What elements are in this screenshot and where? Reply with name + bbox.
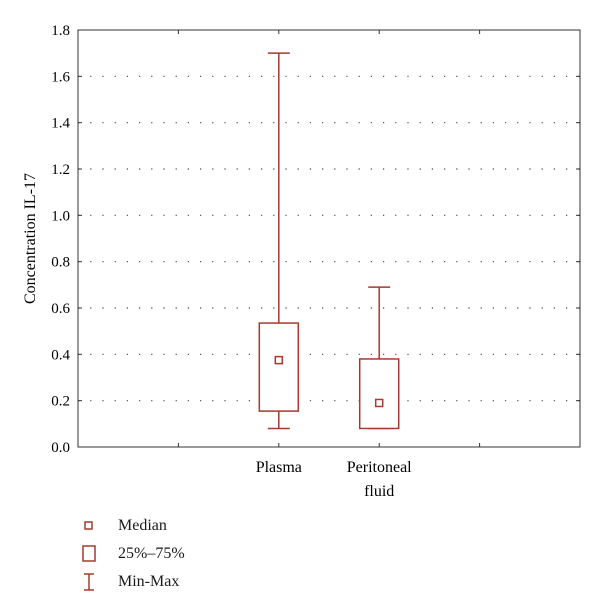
y-tick-label: 1.4 [51, 116, 70, 132]
y-tick-label: 0.6 [51, 301, 70, 317]
y-axis-label: Concentration IL-17 [22, 173, 39, 304]
box-0: Plasma [256, 52, 302, 476]
whisker-icon [78, 572, 100, 592]
iqr-box [358, 358, 400, 430]
median-marker [274, 355, 284, 365]
category-label: Plasma [256, 459, 302, 476]
legend-label-median: Median [118, 517, 167, 534]
y-tick-label: 0.8 [51, 255, 70, 271]
y-tick-label: 1.0 [51, 208, 70, 224]
y-axis-ticks: 0.0 0.2 0.4 0.6 0.8 1.0 1.2 1.4 1.6 1.8 [51, 23, 580, 456]
box-series: Plasma Peritoneal fluid [256, 52, 412, 500]
legend-item-median: Median [78, 512, 185, 540]
gridlines [78, 75, 580, 402]
category-label-line: Peritoneal [347, 459, 412, 476]
y-tick-label: 1.6 [51, 69, 70, 85]
legend: Median 25%–75% Min-Max [78, 512, 185, 596]
y-tick-label: 0.4 [51, 347, 70, 363]
y-tick-label: 1.8 [51, 23, 70, 39]
legend-item-whisker: Min-Max [78, 568, 185, 596]
legend-label-box: 25%–75% [118, 545, 185, 562]
y-tick-label: 0.2 [51, 394, 70, 410]
legend-label-whisker: Min-Max [118, 573, 180, 590]
median-marker [374, 398, 384, 408]
box-plot-chart: 0.0 0.2 0.4 0.6 0.8 1.0 1.2 1.4 1.6 1.8 Plasma Per… [22, 23, 581, 500]
category-label-line: Plasma [256, 459, 302, 476]
x-axis-ticks [177, 30, 481, 447]
y-tick-label: 1.2 [51, 162, 70, 178]
category-label: Peritoneal fluid [347, 459, 412, 500]
iqr-box [258, 322, 300, 412]
plot-frame [77, 29, 581, 448]
median-marker-icon [78, 520, 100, 532]
box-1: Peritoneal fluid [347, 286, 412, 500]
box-icon [78, 545, 100, 563]
y-tick-label: 0.0 [51, 440, 70, 456]
legend-item-box: 25%–75% [78, 540, 185, 568]
category-label-line: fluid [364, 483, 394, 500]
